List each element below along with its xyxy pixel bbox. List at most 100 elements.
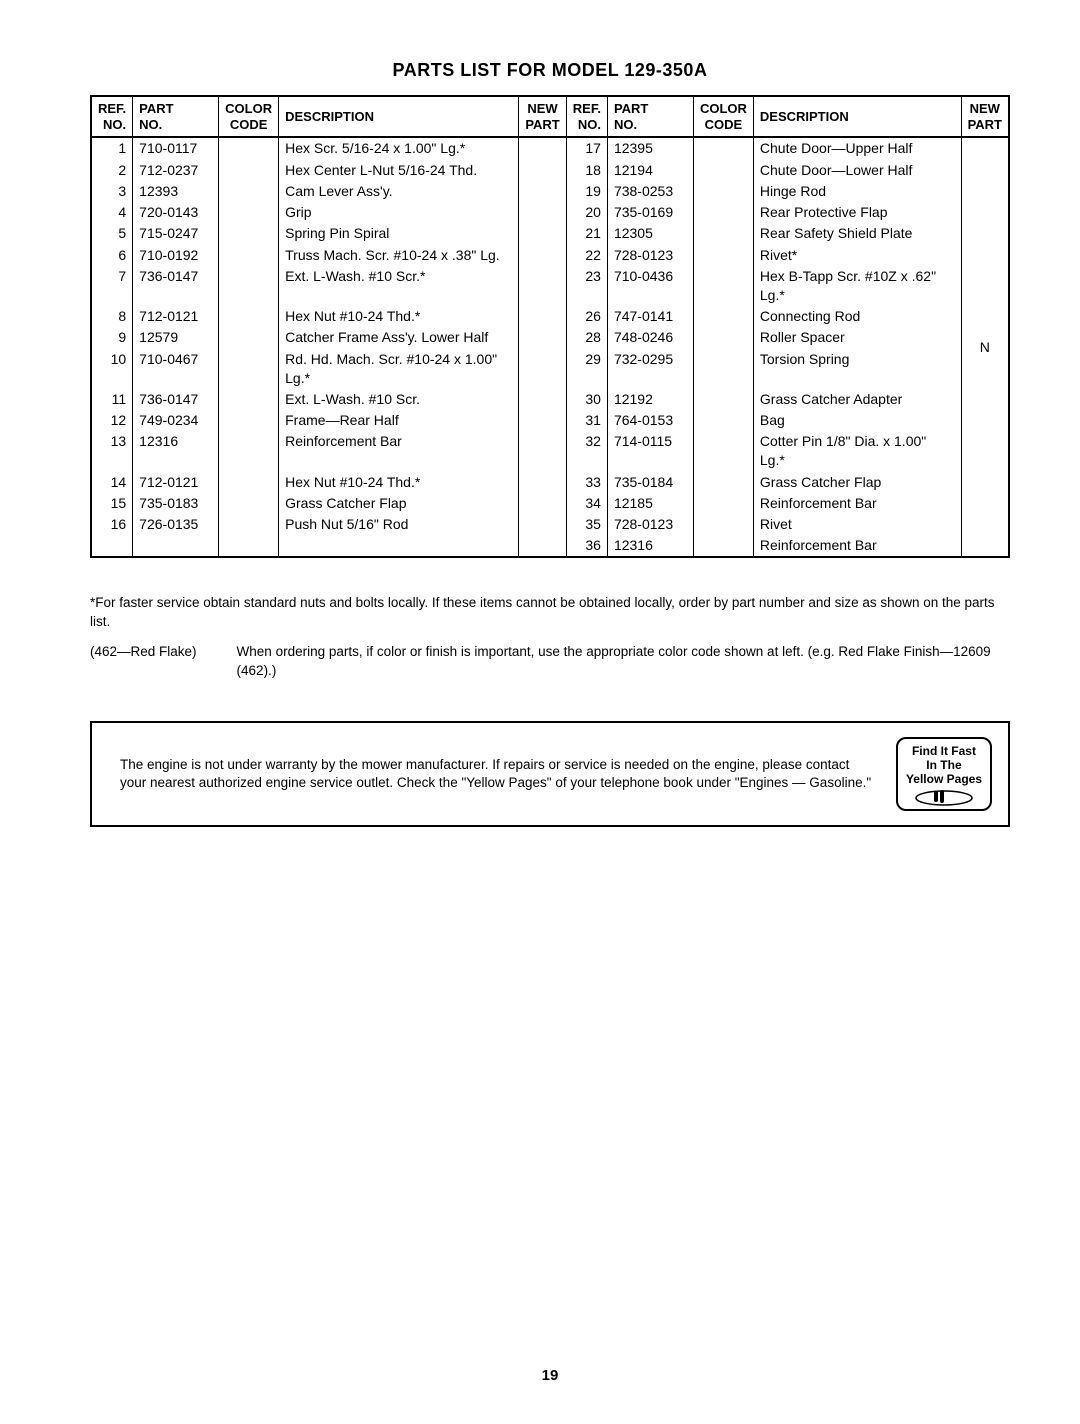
ref-cell: 2 xyxy=(91,159,133,180)
color-cell xyxy=(693,389,753,410)
part-cell: 735-0184 xyxy=(607,471,693,492)
desc-cell: Rivet xyxy=(753,514,961,535)
header-part-left: PARTNO. xyxy=(133,96,219,137)
color-cell xyxy=(219,327,279,348)
desc-cell: Hex Center L-Nut 5/16-24 Thd. xyxy=(279,159,519,180)
color-cell xyxy=(693,223,753,244)
color-cell xyxy=(693,431,753,471)
desc-cell: Rivet* xyxy=(753,245,961,266)
ref-cell: 3 xyxy=(91,181,133,202)
color-cell xyxy=(219,245,279,266)
color-code-label: (462—Red Flake) xyxy=(90,643,197,681)
color-cell xyxy=(693,245,753,266)
part-cell: 735-0183 xyxy=(133,493,219,514)
part-cell: 732-0295 xyxy=(607,348,693,388)
ref-cell: 31 xyxy=(566,410,607,431)
ref-cell: 22 xyxy=(566,245,607,266)
part-cell: 748-0246 xyxy=(607,327,693,348)
desc-cell: Grip xyxy=(279,202,519,223)
part-cell: 720-0143 xyxy=(133,202,219,223)
part-cell: 710-0117 xyxy=(133,137,219,159)
ref-cell: 18 xyxy=(566,159,607,180)
part-cell: 735-0169 xyxy=(607,202,693,223)
ref-cell: 4 xyxy=(91,202,133,223)
header-ref-right: REF.NO. xyxy=(566,96,607,137)
footnote-text: *For faster service obtain standard nuts… xyxy=(90,594,1010,630)
parts-table: REF.NO. PARTNO. COLORCODE DESCRIPTION NE… xyxy=(90,95,1010,558)
new-part-cell-left xyxy=(519,137,566,557)
desc-cell: Hex Nut #10-24 Thd.* xyxy=(279,306,519,327)
part-cell: 747-0141 xyxy=(607,306,693,327)
part-cell: 12579 xyxy=(133,327,219,348)
desc-cell: Hex Nut #10-24 Thd.* xyxy=(279,471,519,492)
desc-cell: Hex B-Tapp Scr. #10Z x .62" Lg.* xyxy=(753,266,961,306)
part-cell: 710-0467 xyxy=(133,348,219,388)
color-cell xyxy=(693,327,753,348)
ref-cell: 13 xyxy=(91,431,133,471)
page-title: PARTS LIST FOR MODEL 129-350A xyxy=(90,60,1010,81)
color-cell xyxy=(219,181,279,202)
part-cell: 12194 xyxy=(607,159,693,180)
part-cell: 749-0234 xyxy=(133,410,219,431)
ref-cell: 26 xyxy=(566,306,607,327)
ref-cell: 34 xyxy=(566,493,607,514)
ref-cell: 20 xyxy=(566,202,607,223)
desc-cell: Grass Catcher Flap xyxy=(279,493,519,514)
desc-cell: Hinge Rod xyxy=(753,181,961,202)
part-cell: 710-0436 xyxy=(607,266,693,306)
part-cell: 12305 xyxy=(607,223,693,244)
ref-cell: 15 xyxy=(91,493,133,514)
ref-cell: 33 xyxy=(566,471,607,492)
color-code-note: (462—Red Flake) When ordering parts, if … xyxy=(90,643,1010,681)
ref-cell: 21 xyxy=(566,223,607,244)
header-desc-left: DESCRIPTION xyxy=(279,96,519,137)
part-cell: 726-0135 xyxy=(133,514,219,535)
desc-cell: Roller Spacer xyxy=(753,327,961,348)
part-cell: 710-0192 xyxy=(133,245,219,266)
header-desc-right: DESCRIPTION xyxy=(753,96,961,137)
part-cell: 12395 xyxy=(607,137,693,159)
desc-cell: Chute Door—Lower Half xyxy=(753,159,961,180)
color-cell xyxy=(219,348,279,388)
color-cell xyxy=(219,266,279,306)
ref-cell: 16 xyxy=(91,514,133,535)
desc-cell: Reinforcement Bar xyxy=(279,431,519,471)
ref-cell: 8 xyxy=(91,306,133,327)
desc-cell: Reinforcement Bar xyxy=(753,535,961,557)
page-number: 19 xyxy=(90,1367,1010,1384)
color-cell xyxy=(219,431,279,471)
color-cell xyxy=(219,471,279,492)
desc-cell: Cotter Pin 1/8" Dia. x 1.00" Lg.* xyxy=(753,431,961,471)
part-cell: 12192 xyxy=(607,389,693,410)
color-cell xyxy=(219,493,279,514)
desc-cell: Chute Door—Upper Half xyxy=(753,137,961,159)
desc-cell: Hex Scr. 5/16-24 x 1.00" Lg.* xyxy=(279,137,519,159)
ref-cell: 36 xyxy=(566,535,607,557)
yp-line2: In The xyxy=(906,758,982,772)
color-cell xyxy=(219,535,279,557)
ref-cell: 11 xyxy=(91,389,133,410)
desc-cell: Grass Catcher Adapter xyxy=(753,389,961,410)
color-cell xyxy=(219,137,279,159)
color-cell xyxy=(693,348,753,388)
color-cell xyxy=(219,306,279,327)
color-cell xyxy=(693,493,753,514)
header-color-right: COLORCODE xyxy=(693,96,753,137)
part-cell: 12316 xyxy=(133,431,219,471)
engine-notice-text: The engine is not under warranty by the … xyxy=(120,756,878,791)
ref-cell: 5 xyxy=(91,223,133,244)
part-cell xyxy=(133,535,219,557)
color-cell xyxy=(693,266,753,306)
ref-cell: 17 xyxy=(566,137,607,159)
header-new-right: NEWPART xyxy=(961,96,1009,137)
desc-cell: Push Nut 5/16" Rod xyxy=(279,514,519,535)
color-cell xyxy=(693,202,753,223)
part-cell: 12185 xyxy=(607,493,693,514)
color-cell xyxy=(219,159,279,180)
color-cell xyxy=(219,389,279,410)
ref-cell: 19 xyxy=(566,181,607,202)
desc-cell: Cam Lever Ass'y. xyxy=(279,181,519,202)
desc-cell: Ext. L-Wash. #10 Scr. xyxy=(279,389,519,410)
ref-cell: 30 xyxy=(566,389,607,410)
part-cell: 728-0123 xyxy=(607,514,693,535)
